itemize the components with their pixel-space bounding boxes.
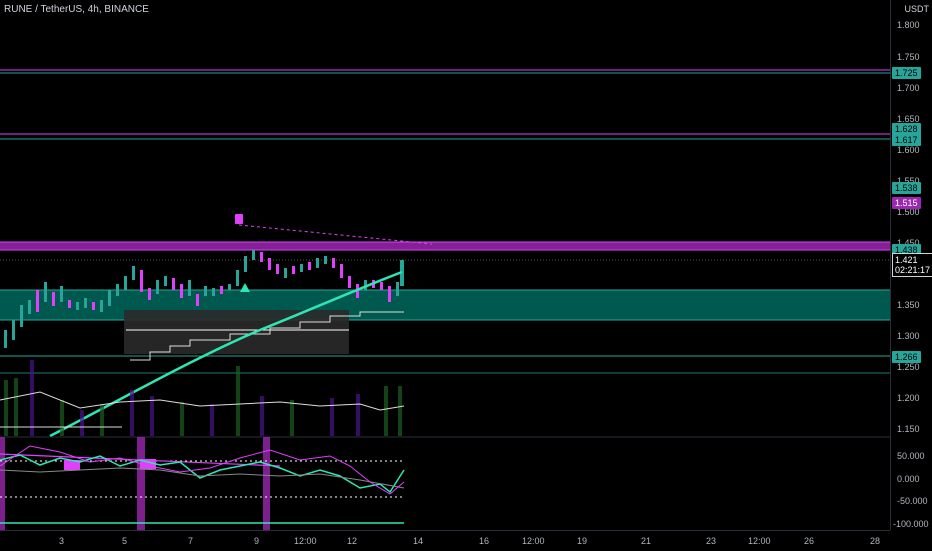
time-tick: 26 [804, 536, 815, 546]
time-tick: 12:00 [294, 536, 317, 546]
osc-secondary-line [0, 445, 405, 495]
price-tick: 1.450 [897, 238, 920, 248]
price-tick: 1.650 [897, 114, 920, 124]
osc-tick: -100.000 [893, 519, 929, 529]
time-tick: 3 [59, 536, 65, 546]
time-tick: 23 [706, 536, 717, 546]
last-price: 1.421 [895, 255, 918, 265]
price-tick: 1.200 [897, 393, 920, 403]
time-tick: 12 [347, 536, 358, 546]
time-tick: 12:00 [748, 536, 771, 546]
osc-signal-line [0, 467, 405, 489]
osc-highlight-2 [137, 437, 145, 530]
price-tag: 1.515 [892, 197, 921, 209]
time-tick: 16 [479, 536, 490, 546]
time-tick: 9 [254, 536, 260, 546]
price-chart-svg[interactable] [0, 0, 890, 530]
osc-highlight-1 [0, 437, 5, 530]
price-tick: 1.600 [897, 145, 920, 155]
osc-main-line [0, 454, 405, 494]
symbol-title: RUNE / TetherUS, 4h, BINANCE [4, 4, 149, 15]
last-price-tag: 1.421 02:21:17 [892, 253, 932, 277]
time-tick: 14 [413, 536, 424, 546]
time-tick: 12:00 [522, 536, 545, 546]
price-tick: 1.150 [897, 424, 920, 434]
price-tag: 1.266 [892, 351, 921, 363]
time-tick: 21 [641, 536, 652, 546]
time-tick: 28 [870, 536, 881, 546]
price-tag: 1.538 [892, 182, 921, 194]
osc-highlight-3 [263, 437, 270, 530]
volume-ma-line [0, 391, 405, 411]
price-tick: 1.550 [897, 176, 920, 186]
volume-bars [4, 360, 402, 436]
price-tag: 1.628 [892, 123, 921, 135]
bar-countdown: 02:21:17 [895, 265, 931, 275]
marker-square [235, 214, 243, 224]
price-tick: 1.250 [897, 362, 920, 372]
price-tick: 1.700 [897, 83, 920, 93]
osc-tick: 50.000 [897, 451, 925, 461]
resistance-band [0, 242, 890, 250]
osc-marker-1 [64, 460, 80, 470]
osc-tick: 0.000 [897, 474, 920, 484]
price-tick: 1.500 [897, 207, 920, 217]
dashed-trendline [238, 224, 433, 245]
price-tag: 1.617 [892, 134, 921, 146]
chart-pane[interactable]: RUNE / TetherUS, 4h, BINANCE [0, 0, 890, 530]
osc-marker-2 [140, 459, 156, 469]
price-tag: 1.725 [892, 67, 921, 79]
price-tick: 1.750 [897, 52, 920, 62]
time-tick: 19 [577, 536, 588, 546]
osc-tick: -50.000 [897, 496, 928, 506]
price-tick: 1.800 [897, 20, 920, 30]
moving-average-line [49, 270, 403, 438]
time-axis[interactable]: 3 5 7 9 12:00 12 14 16 12:00 19 21 23 12… [0, 530, 890, 551]
price-tick: 1.350 [897, 300, 920, 310]
consolidation-box [124, 310, 349, 354]
time-tick: 5 [122, 536, 128, 546]
signal-triangle [240, 283, 250, 292]
axis-currency: USDT [904, 4, 930, 14]
time-tick: 7 [188, 536, 194, 546]
price-tick: 1.300 [897, 331, 920, 341]
